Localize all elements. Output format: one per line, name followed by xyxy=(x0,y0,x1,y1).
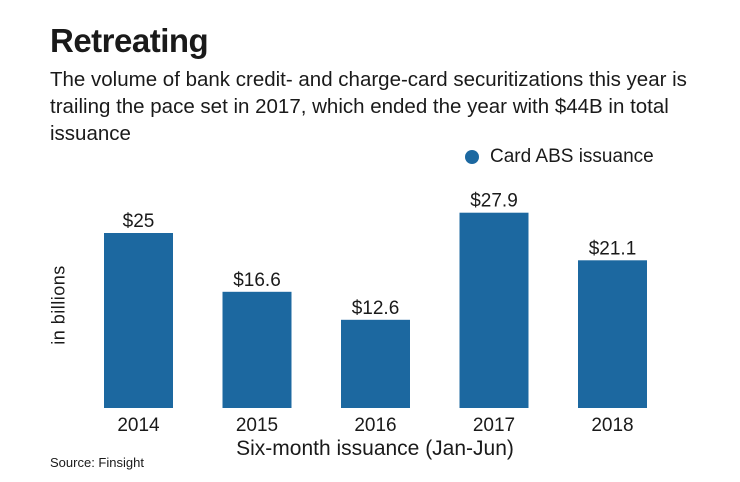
bar-2015 xyxy=(222,291,292,408)
bar-2016 xyxy=(341,319,410,408)
legend-label: Card ABS issuance xyxy=(490,146,654,167)
data-label-2018: $21.1 xyxy=(589,238,637,259)
chart-subtitle: The volume of bank credit- and charge-ca… xyxy=(50,68,687,145)
chart-title: Retreating xyxy=(50,22,209,59)
x-axis-label: Six-month issuance (Jan-Jun) xyxy=(236,437,514,460)
x-tick-label-2018: 2018 xyxy=(591,415,633,436)
x-tick-label-2014: 2014 xyxy=(117,415,160,436)
data-label-2014: $25 xyxy=(123,211,155,232)
bar-2018 xyxy=(578,260,647,408)
source-note: Source: Finsight xyxy=(50,455,144,470)
data-label-2015: $16.6 xyxy=(233,270,281,291)
legend-marker-icon xyxy=(465,150,479,164)
bar-2017 xyxy=(459,212,529,408)
data-label-2016: $12.6 xyxy=(352,298,400,319)
data-label-2017: $27.9 xyxy=(470,191,518,212)
bar-2014 xyxy=(104,233,173,408)
x-tick-label-2017: 2017 xyxy=(473,415,515,436)
legend: Card ABS issuance xyxy=(465,146,654,168)
x-tick-label-2016: 2016 xyxy=(354,415,396,436)
x-tick-label-2015: 2015 xyxy=(236,415,278,436)
